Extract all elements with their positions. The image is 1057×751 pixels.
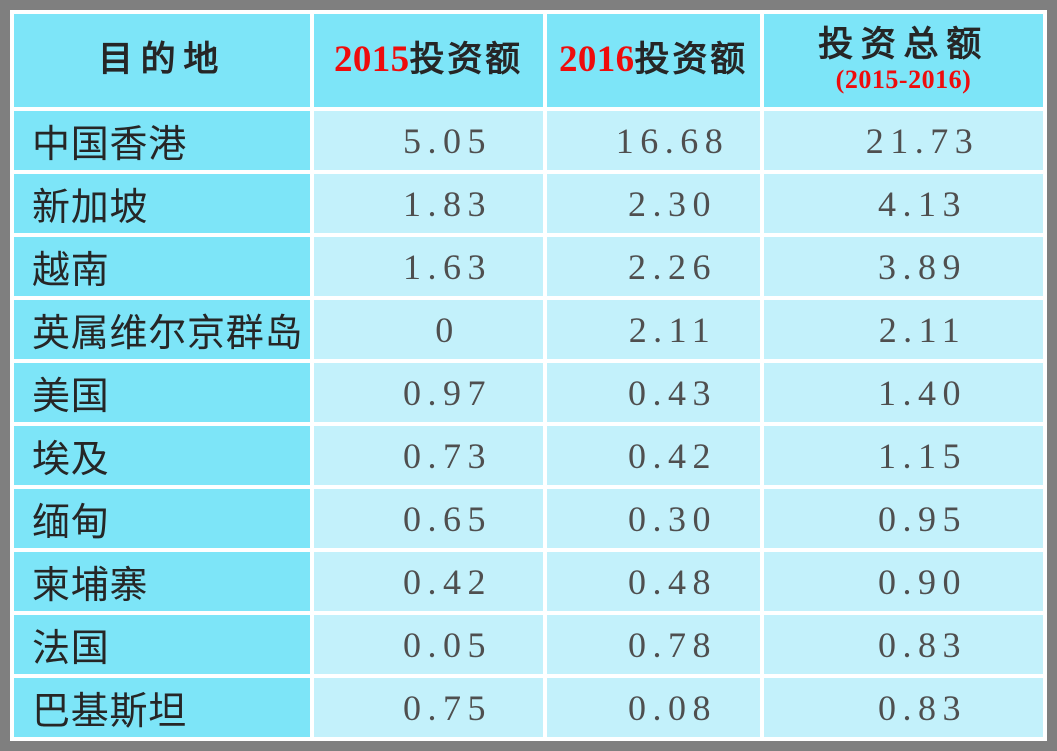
header-destination: 目的地: [14, 14, 310, 107]
value-2016-cell: 2.26: [547, 237, 760, 296]
value-2015-cell: 1.63: [314, 237, 543, 296]
value-total-cell: 0.90: [764, 552, 1043, 611]
value-2016-cell: 0.43: [547, 363, 760, 422]
value-2015-cell: 0.73: [314, 426, 543, 485]
header-row: 目的地 2015投资额 2016投资额 投资总额 (2015-2016): [14, 14, 1043, 107]
header-total-label: 投资总额: [818, 24, 989, 64]
table-row: 巴基斯坦 0.75 0.08 0.83: [14, 678, 1043, 737]
table-body: 中国香港 5.05 16.68 21.73 新加坡 1.83 2.30 4.13…: [14, 111, 1043, 737]
value-2015-cell: 5.05: [314, 111, 543, 170]
header-2015-label: 投资额: [409, 40, 523, 80]
header-2016: 2016投资额: [547, 14, 760, 107]
value-2015-cell: 0.42: [314, 552, 543, 611]
value-2016-cell: 16.68: [547, 111, 760, 170]
value-total-cell: 0.83: [764, 678, 1043, 737]
value-2015-cell: 0.05: [314, 615, 543, 674]
header-2015: 2015投资额: [314, 14, 543, 107]
value-2015-cell: 1.83: [314, 174, 543, 233]
value-2015-cell: 0.97: [314, 363, 543, 422]
header-2016-label: 投资额: [634, 40, 748, 80]
table-row: 美国 0.97 0.43 1.40: [14, 363, 1043, 422]
header-2015-year: 2015: [334, 39, 410, 81]
value-total-cell: 0.95: [764, 489, 1043, 548]
header-destination-label: 目的地: [97, 40, 227, 80]
value-total-cell: 0.83: [764, 615, 1043, 674]
value-total-cell: 1.40: [764, 363, 1043, 422]
value-2016-cell: 0.48: [547, 552, 760, 611]
value-total-cell: 3.89: [764, 237, 1043, 296]
destination-cell: 英属维尔京群岛: [14, 300, 310, 359]
destination-cell: 巴基斯坦: [14, 678, 310, 737]
value-2016-cell: 0.30: [547, 489, 760, 548]
investment-table: 目的地 2015投资额 2016投资额 投资总额 (2015-2016) 中国香…: [10, 10, 1047, 741]
table-row: 法国 0.05 0.78 0.83: [14, 615, 1043, 674]
table-row: 埃及 0.73 0.42 1.15: [14, 426, 1043, 485]
header-2016-year: 2016: [559, 39, 635, 81]
destination-cell: 埃及: [14, 426, 310, 485]
table-header: 目的地 2015投资额 2016投资额 投资总额 (2015-2016): [14, 14, 1043, 107]
value-total-cell: 4.13: [764, 174, 1043, 233]
destination-cell: 美国: [14, 363, 310, 422]
value-2016-cell: 0.78: [547, 615, 760, 674]
value-2016-cell: 2.30: [547, 174, 760, 233]
value-2015-cell: 0.75: [314, 678, 543, 737]
value-2015-cell: 0: [314, 300, 543, 359]
table-row: 中国香港 5.05 16.68 21.73: [14, 111, 1043, 170]
destination-cell: 中国香港: [14, 111, 310, 170]
value-2016-cell: 0.42: [547, 426, 760, 485]
value-2016-cell: 2.11: [547, 300, 760, 359]
header-total-range: (2015-2016): [835, 65, 972, 95]
table-row: 缅甸 0.65 0.30 0.95: [14, 489, 1043, 548]
table-row: 新加坡 1.83 2.30 4.13: [14, 174, 1043, 233]
destination-cell: 缅甸: [14, 489, 310, 548]
value-total-cell: 21.73: [764, 111, 1043, 170]
table-row: 越南 1.63 2.26 3.89: [14, 237, 1043, 296]
value-total-cell: 1.15: [764, 426, 1043, 485]
value-total-cell: 2.11: [764, 300, 1043, 359]
destination-cell: 新加坡: [14, 174, 310, 233]
table-row: 柬埔寨 0.42 0.48 0.90: [14, 552, 1043, 611]
table-frame: 目的地 2015投资额 2016投资额 投资总额 (2015-2016) 中国香…: [10, 10, 1047, 741]
destination-cell: 柬埔寨: [14, 552, 310, 611]
table-row: 英属维尔京群岛 0 2.11 2.11: [14, 300, 1043, 359]
destination-cell: 法国: [14, 615, 310, 674]
value-2016-cell: 0.08: [547, 678, 760, 737]
destination-cell: 越南: [14, 237, 310, 296]
header-total: 投资总额 (2015-2016): [764, 14, 1043, 107]
value-2015-cell: 0.65: [314, 489, 543, 548]
